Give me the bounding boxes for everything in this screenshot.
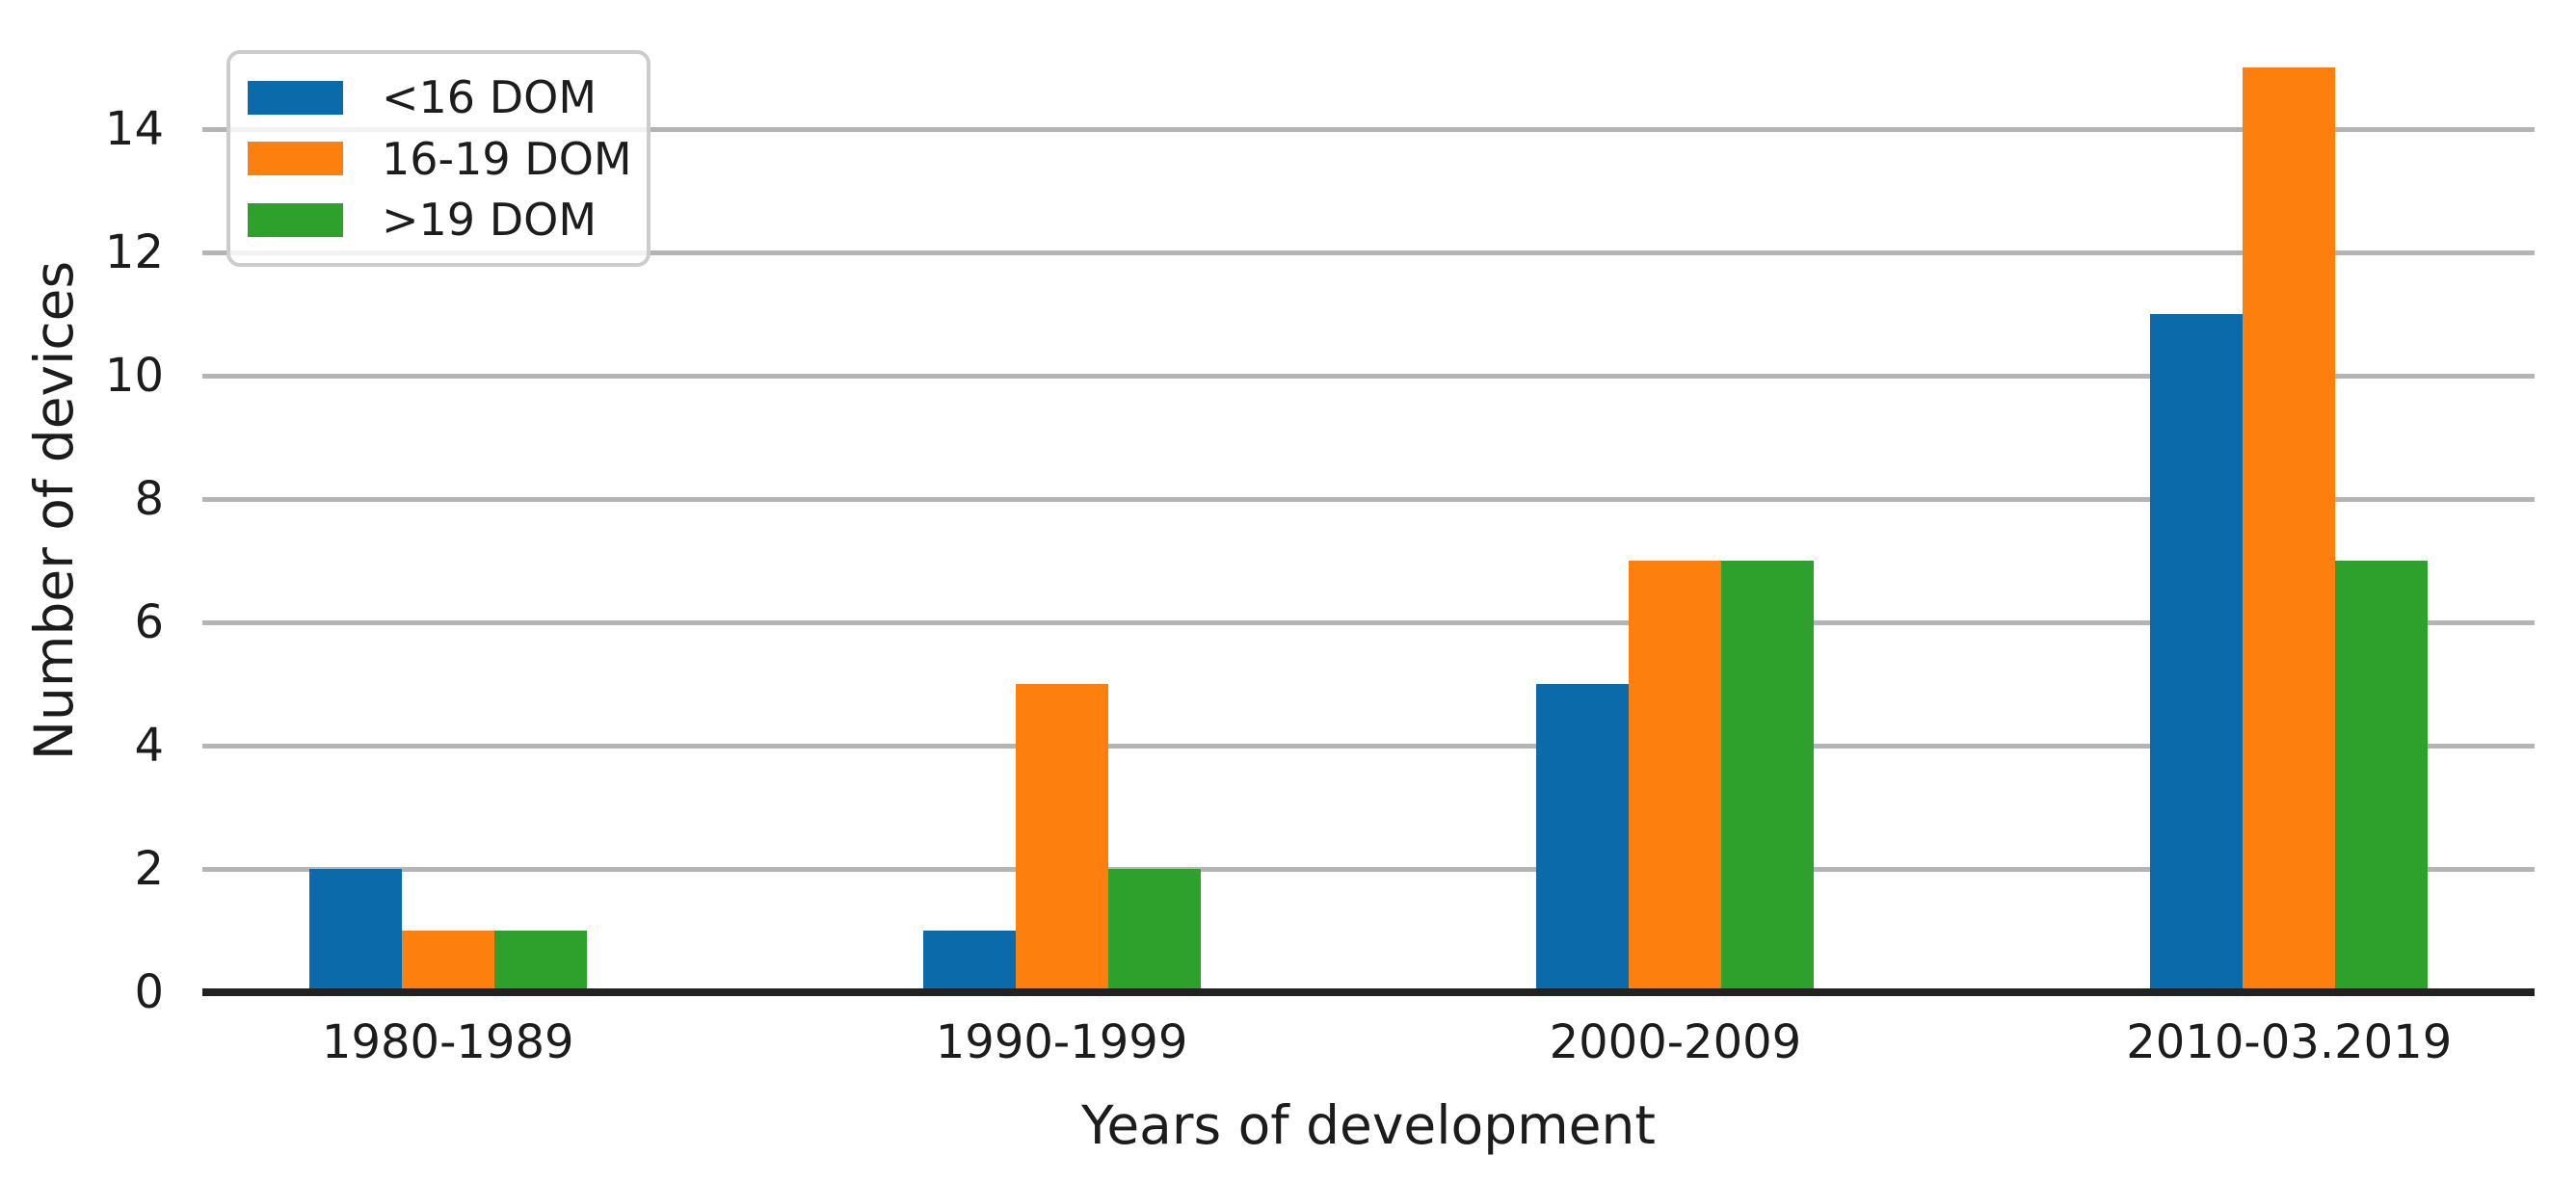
legend-label: >19 DOM — [382, 194, 598, 246]
x-tick-label: 2010-03.2019 — [2126, 1015, 2453, 1069]
gridline — [202, 127, 2535, 132]
bar — [1015, 684, 1108, 992]
bar — [1721, 561, 1815, 992]
legend-swatch-green — [248, 202, 343, 237]
y-tick-label: 12 — [104, 225, 164, 279]
gridline — [202, 744, 2535, 749]
legend: <16 DOM 16-19 DOM >19 DOM — [226, 50, 651, 267]
bar — [493, 931, 587, 992]
y-tick-label: 6 — [134, 595, 164, 649]
legend-swatch-orange — [248, 142, 343, 175]
x-axis-line — [202, 988, 2535, 996]
gridline — [202, 497, 2535, 502]
bar — [2150, 314, 2244, 992]
bar — [1107, 869, 1201, 992]
y-tick-label: 2 — [134, 842, 164, 896]
gridline — [202, 867, 2535, 872]
bar — [2243, 67, 2336, 992]
x-tick-label: 1980-1989 — [321, 1015, 574, 1069]
legend-item: <16 DOM — [248, 72, 624, 122]
bar — [922, 931, 1016, 992]
x-tick-label: 2000-2009 — [1549, 1015, 1802, 1069]
y-tick-label: 14 — [104, 102, 164, 156]
legend-item: >19 DOM — [248, 195, 624, 245]
bar — [401, 931, 494, 992]
y-tick-label: 8 — [134, 472, 164, 526]
legend-swatch-blue — [248, 80, 343, 115]
legend-item: 16-19 DOM — [248, 134, 632, 184]
x-tick-label: 1990-1999 — [935, 1015, 1188, 1069]
y-tick-label: 0 — [134, 965, 164, 1019]
gridline — [202, 620, 2535, 625]
bar — [1536, 684, 1630, 992]
legend-label: 16-19 DOM — [382, 132, 632, 185]
gridline — [202, 250, 2535, 255]
gridline — [202, 374, 2535, 379]
y-tick-label: 4 — [134, 719, 164, 773]
bar — [2335, 561, 2429, 992]
bar — [308, 869, 402, 992]
x-axis-label: Years of development — [1081, 1094, 1656, 1156]
y-tick-label: 10 — [104, 349, 164, 403]
legend-label: <16 DOM — [382, 71, 598, 123]
bar — [1629, 561, 1722, 992]
